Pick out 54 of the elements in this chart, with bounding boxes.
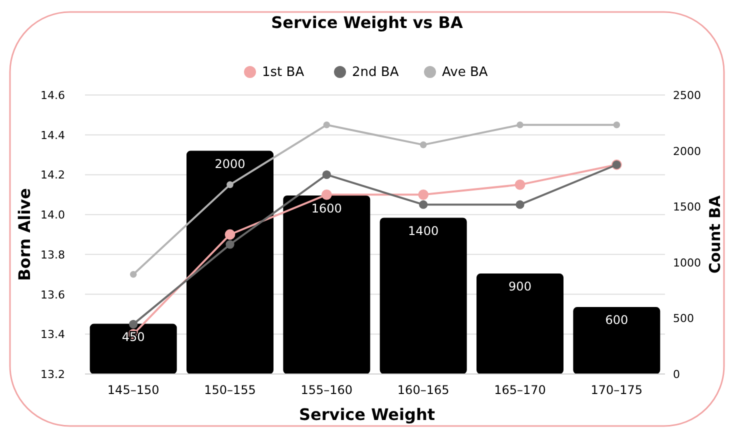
- point: [129, 320, 138, 328]
- y-tick-label: 14.2: [40, 168, 65, 182]
- point: [224, 229, 236, 240]
- point: [516, 200, 524, 209]
- data-label: 2000: [214, 156, 246, 171]
- y-tick-label: 14.6: [40, 89, 65, 102]
- bar: [283, 195, 370, 374]
- data-label: 450: [122, 330, 145, 344]
- x-tick-label: 145–150: [107, 383, 160, 397]
- bar: [573, 307, 660, 374]
- point: [418, 189, 429, 200]
- point: [226, 181, 234, 188]
- y-tick-label: 13.6: [40, 288, 65, 302]
- y2-tick-label: 1500: [673, 200, 701, 214]
- y2-axis-title: Count BA: [706, 195, 724, 274]
- legend-label: Ave BA: [442, 65, 488, 80]
- point: [613, 121, 620, 128]
- y2-tick-label: 2500: [673, 89, 701, 102]
- y2-tick-label: 500: [673, 312, 694, 326]
- point: [419, 200, 428, 209]
- legend-label: 2nd BA: [352, 65, 399, 80]
- data-label: 1600: [311, 201, 342, 216]
- x-tick-label: 165–170: [494, 383, 546, 397]
- bar: [186, 150, 274, 374]
- data-label: 900: [508, 280, 532, 294]
- point: [514, 179, 526, 190]
- bar: [476, 274, 564, 374]
- y-tick-label: 13.2: [40, 368, 65, 381]
- y2-tick-label: 1000: [673, 256, 701, 270]
- point: [226, 240, 234, 249]
- point: [516, 121, 524, 128]
- y-tick-label: 14.0: [40, 208, 65, 222]
- y-tick-label: 13.8: [40, 248, 65, 262]
- point: [321, 189, 332, 200]
- data-label: 1400: [408, 224, 439, 238]
- x-tick-label: 170–175: [590, 383, 643, 397]
- chart-title: Service Weight vs BA: [271, 13, 464, 32]
- point: [323, 121, 330, 128]
- y-axis-title: Born Alive: [15, 188, 34, 281]
- y-tick-label: 14.4: [40, 128, 65, 142]
- y-tick-label: 13.4: [40, 328, 65, 342]
- bar: [380, 218, 467, 374]
- x-tick-label: 160–165: [397, 383, 450, 397]
- x-tick-label: 150–155: [204, 383, 256, 397]
- point: [420, 141, 427, 148]
- bar: [90, 324, 177, 374]
- point: [322, 170, 331, 180]
- point: [130, 270, 137, 278]
- y2-tick-label: 2000: [673, 144, 701, 158]
- x-axis-title: Service Weight: [299, 405, 436, 424]
- y2-tick-label: 0: [673, 368, 680, 381]
- data-label: 600: [605, 313, 628, 328]
- x-tick-label: 155–160: [300, 383, 353, 397]
- legend-label: 1st BA: [262, 65, 304, 80]
